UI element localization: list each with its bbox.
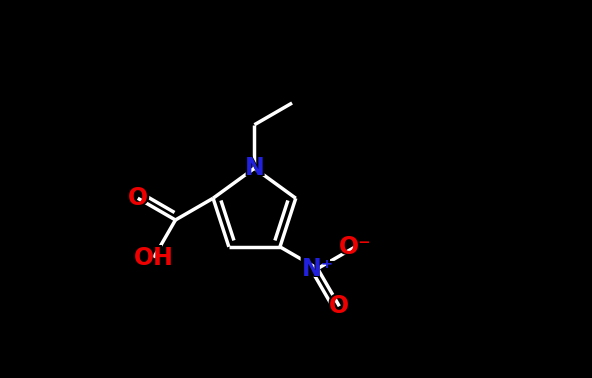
Text: O⁻: O⁻ xyxy=(339,235,372,259)
Text: N: N xyxy=(244,156,264,180)
Text: N⁺: N⁺ xyxy=(301,257,334,280)
Text: O: O xyxy=(126,184,150,212)
Text: OH: OH xyxy=(134,246,173,270)
Text: O: O xyxy=(327,292,352,320)
Text: N⁺: N⁺ xyxy=(298,254,337,283)
Text: O: O xyxy=(128,186,148,210)
Text: N: N xyxy=(242,154,266,182)
Text: O⁻: O⁻ xyxy=(335,233,375,261)
Text: OH: OH xyxy=(129,244,178,272)
Text: O: O xyxy=(329,294,349,318)
